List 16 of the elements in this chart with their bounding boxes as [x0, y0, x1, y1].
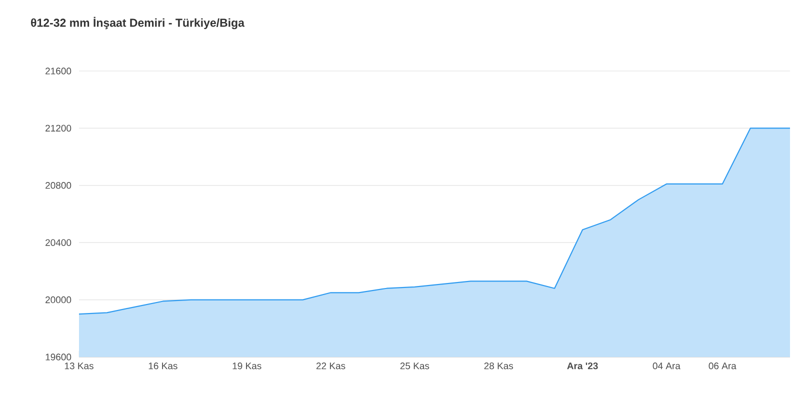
x-tick-label: Ara '23 [567, 362, 598, 370]
x-tick-label: 06 Ara [708, 362, 736, 370]
x-tick-label: 25 Kas [400, 362, 430, 370]
x-tick-label: 22 Kas [316, 362, 346, 370]
y-tick-label: 21600 [46, 68, 72, 74]
y-tick-label: 20800 [46, 182, 72, 189]
chart-title: θ12-32 mm İnşaat Demiri - Türkiye/Biga [31, 16, 245, 30]
y-tick-label: 21200 [46, 124, 72, 132]
x-tick-label: 28 Kas [484, 362, 514, 370]
x-tick-label: 16 Kas [148, 362, 178, 370]
x-tick-label: 13 Kas [64, 362, 94, 370]
y-tick-label: 20400 [46, 239, 72, 246]
y-tick-label: 20000 [46, 296, 72, 304]
x-tick-label: 04 Ara [652, 362, 680, 370]
y-tick-label: 19600 [46, 354, 72, 360]
x-tick-label: 19 Kas [232, 362, 262, 370]
